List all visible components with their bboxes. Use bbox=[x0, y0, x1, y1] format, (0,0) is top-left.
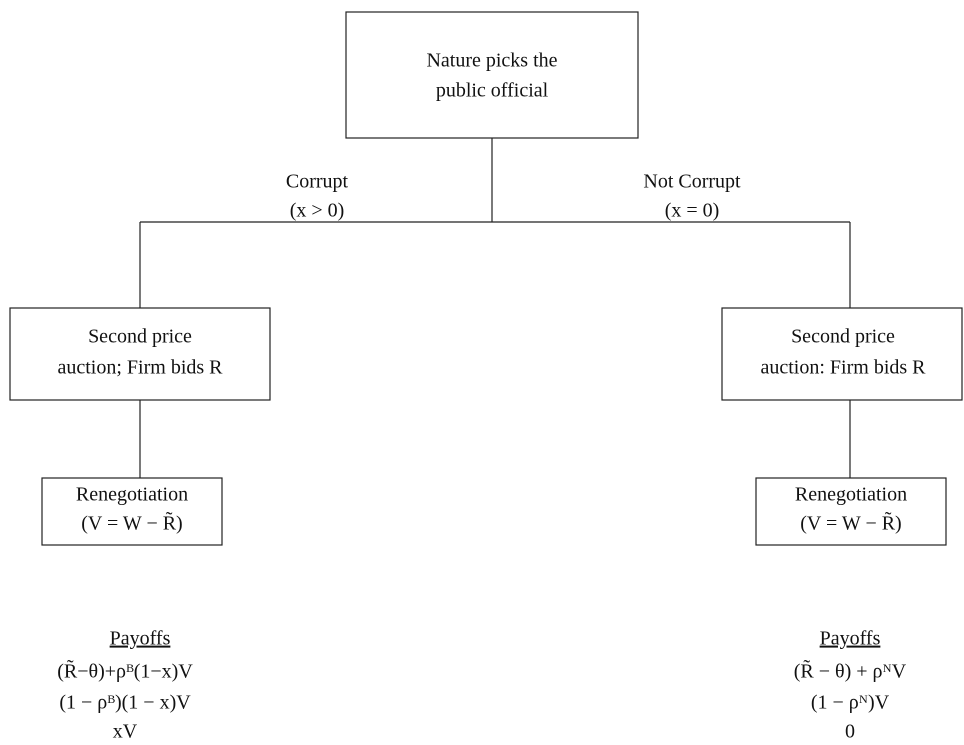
payoff-line: (R̃−θ)+ρᴮ(1−x)V bbox=[57, 659, 193, 683]
node-box bbox=[41, 477, 223, 546]
node-text: auction: Firm bids R bbox=[761, 357, 927, 379]
payoff-line: (1 − ρᴺ)V bbox=[811, 692, 890, 714]
payoff-title: Payoffs bbox=[110, 628, 171, 650]
node-text: public official bbox=[436, 80, 549, 102]
payoff-line: xV bbox=[113, 721, 138, 743]
payoff-line: 0 bbox=[845, 721, 855, 743]
node-text: Renegotiation bbox=[76, 484, 188, 506]
node-box bbox=[9, 307, 271, 401]
node-text: Renegotiation bbox=[795, 484, 907, 506]
edge-label: (x > 0) bbox=[290, 200, 345, 222]
node-text: Second price bbox=[88, 326, 192, 348]
node-text: Nature picks the bbox=[426, 50, 557, 72]
payoff-line: (R̃ − θ) + ρᴺV bbox=[794, 659, 907, 683]
payoff-line: (1 − ρᴮ)(1 − x)V bbox=[59, 692, 191, 714]
edge-label: (x = 0) bbox=[665, 200, 720, 222]
node-text: auction; Firm bids R bbox=[58, 357, 224, 379]
node-box bbox=[721, 307, 963, 401]
node-box bbox=[345, 11, 639, 139]
node-text: (V = W − R̃) bbox=[81, 511, 182, 535]
node-text: Second price bbox=[791, 326, 895, 348]
node-text: (V = W − R̃) bbox=[800, 511, 901, 535]
payoff-title: Payoffs bbox=[820, 628, 881, 650]
node-box bbox=[755, 477, 947, 546]
edge-label: Not Corrupt bbox=[643, 171, 741, 193]
edge-label: Corrupt bbox=[286, 171, 349, 193]
